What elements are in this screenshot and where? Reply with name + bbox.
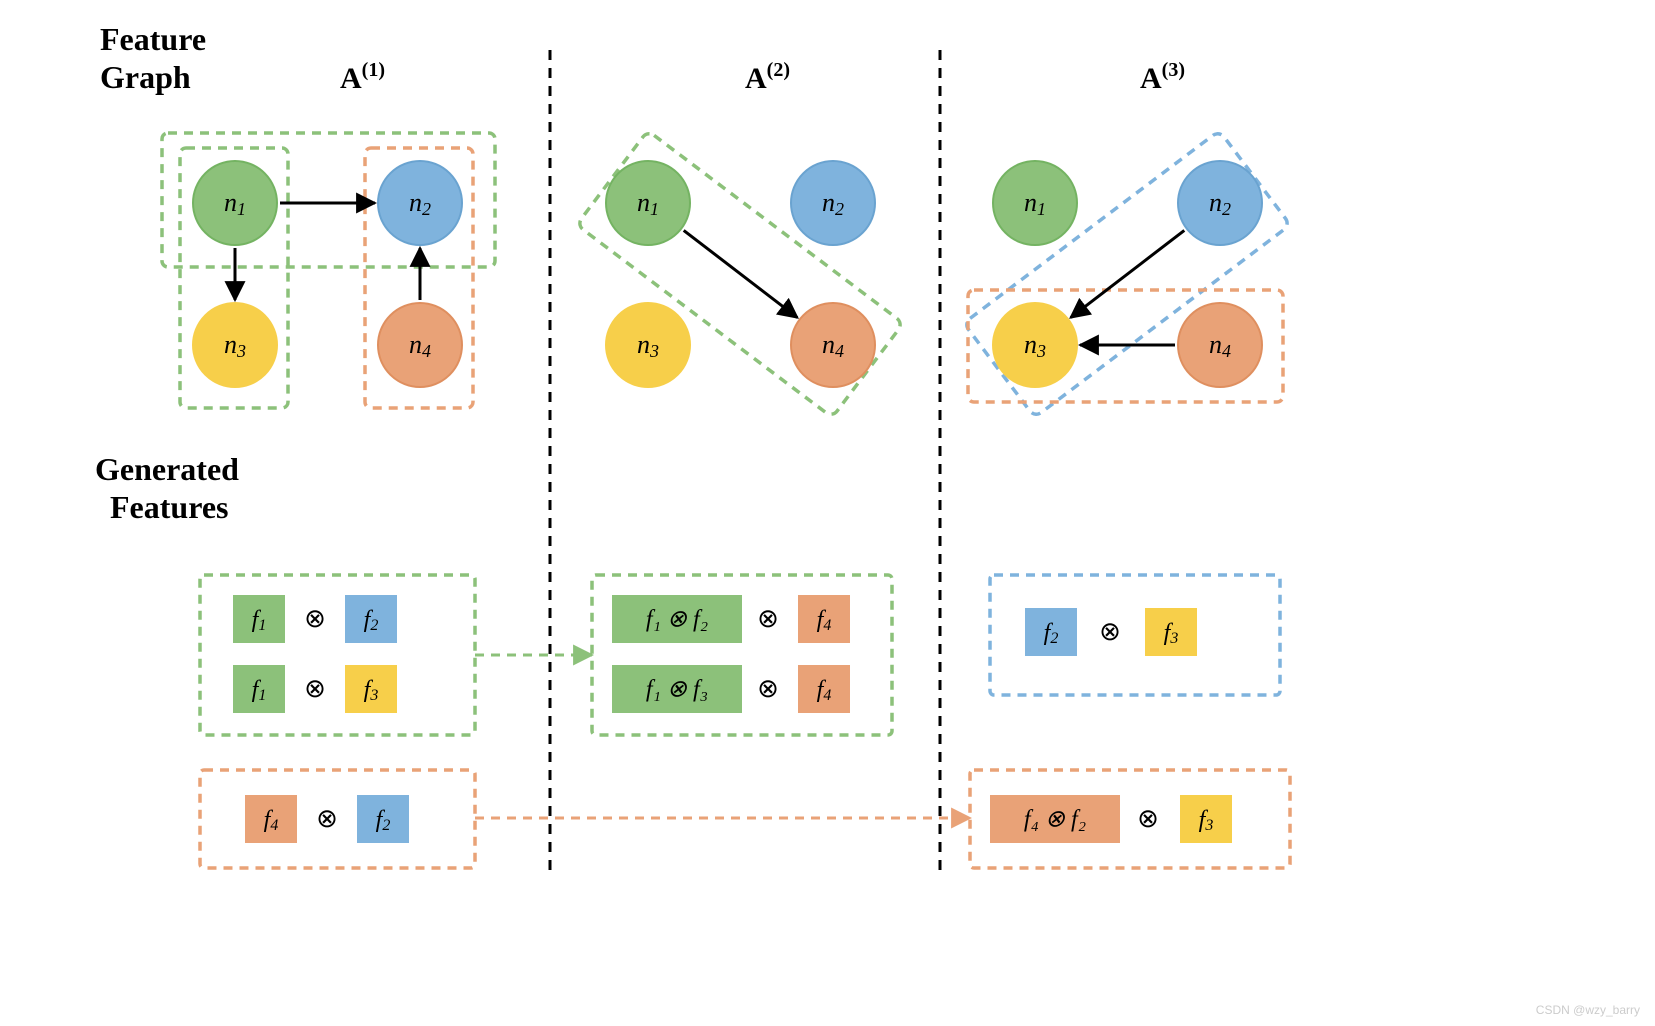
feature-chip-label: f₁ ⊗ f₂	[646, 607, 708, 633]
tensor-op-icon: ⊗	[304, 604, 326, 633]
graph-edge	[1071, 230, 1185, 317]
tensor-op-icon: ⊗	[1137, 804, 1159, 833]
watermark: CSDN @wzy_barry	[1536, 1003, 1640, 1017]
column-header-A2: A(2)	[745, 59, 790, 95]
tensor-op-icon: ⊗	[304, 674, 326, 703]
feature-chip-label: f₁ ⊗ f₃	[646, 677, 708, 703]
column-header-A3: A(3)	[1140, 59, 1185, 95]
tensor-op-icon: ⊗	[757, 604, 779, 633]
label-feature-graph: Feature	[100, 21, 206, 57]
column-header-A1: A(1)	[340, 59, 385, 95]
label-generated-features: Generated	[95, 451, 239, 487]
tensor-op-icon: ⊗	[757, 674, 779, 703]
label-generated-features-2: Features	[110, 489, 228, 525]
tensor-op-icon: ⊗	[316, 804, 338, 833]
graph-edge	[684, 230, 798, 317]
feature-chip-label: f₄ ⊗ f₂	[1024, 807, 1086, 833]
tensor-op-icon: ⊗	[1099, 617, 1121, 646]
label-feature-graph-2: Graph	[100, 59, 191, 95]
